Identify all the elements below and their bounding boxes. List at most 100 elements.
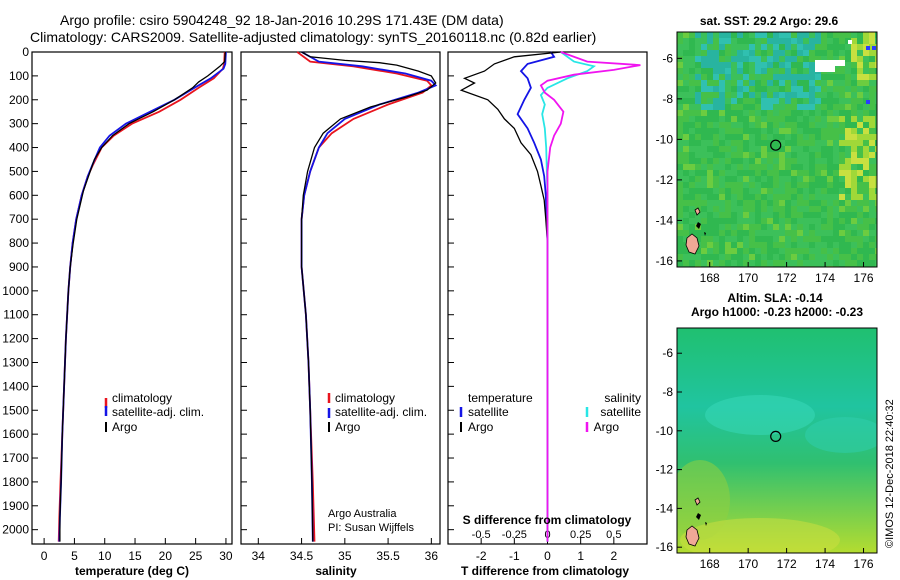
sst-cell (875, 38, 877, 44)
sst-cell (851, 218, 857, 224)
sst-cell (845, 188, 851, 194)
sst-cell (701, 104, 707, 110)
sst-cell (851, 158, 857, 164)
sst-cell (851, 200, 857, 206)
sst-cell (869, 74, 875, 80)
sst-cell (773, 224, 779, 230)
sst-cell (767, 188, 773, 194)
sst-cell (869, 218, 875, 224)
sst-cell (713, 62, 719, 68)
sst-cell (857, 110, 863, 116)
sla-island-land (685, 497, 707, 547)
sst-cell (695, 80, 701, 86)
sst-cell (767, 62, 773, 68)
sst-cell (767, 212, 773, 218)
x-tick-label: 20 (159, 549, 173, 563)
sst-cell (683, 224, 689, 230)
sst-cell (827, 212, 833, 218)
sst-cell (689, 134, 695, 140)
sst-cell (791, 230, 797, 236)
sst-cell (695, 254, 701, 260)
x-tick-label: 0 (41, 549, 48, 563)
sst-map-ticks: 168 170 172 174 176 -6 -8 -10 -12 -14 -16 (656, 51, 874, 285)
sst-cell (719, 122, 725, 128)
sst-cell (707, 176, 713, 182)
sst-cell (827, 80, 833, 86)
sst-cell (839, 170, 845, 176)
sst-cell (839, 44, 845, 50)
sst-cell (875, 164, 877, 170)
sst-blue-pixel (866, 46, 870, 50)
sst-cell (839, 68, 845, 74)
sst-cell (851, 62, 857, 68)
sst-cell (725, 218, 731, 224)
sst-cell (803, 50, 809, 56)
map-lat-tick-label: -6 (662, 346, 673, 360)
sst-cell (839, 188, 845, 194)
sst-cell (845, 56, 851, 62)
sst-cell (713, 206, 719, 212)
sst-cell (791, 32, 797, 38)
sst-cell (833, 56, 839, 62)
sst-cell (863, 170, 869, 176)
sst-cell (695, 218, 701, 224)
sst-cell (875, 116, 877, 122)
sst-cell (779, 110, 785, 116)
sst-cell (689, 32, 695, 38)
sst-cell (743, 140, 749, 146)
sst-cell (821, 218, 827, 224)
sst-cell (791, 224, 797, 230)
sst-cell (845, 200, 851, 206)
sst-cell (737, 164, 743, 170)
sst-cell (809, 182, 815, 188)
sst-cell (833, 50, 839, 56)
x-tick-label: 10 (98, 549, 112, 563)
sst-cell (839, 140, 845, 146)
sst-cell (809, 104, 815, 110)
sst-cell (731, 44, 737, 50)
sst-cell (701, 80, 707, 86)
depth-tick-label: 900 (9, 260, 29, 274)
sst-cell (785, 254, 791, 260)
sst-cell (749, 128, 755, 134)
sst-cell (689, 158, 695, 164)
sst-cell (827, 128, 833, 134)
sst-cell (707, 236, 713, 242)
sst-cell (749, 254, 755, 260)
sst-cell (713, 68, 719, 74)
sst-cell (689, 116, 695, 122)
sst-cell (839, 164, 845, 170)
sst-cell (761, 110, 767, 116)
sst-cell (875, 56, 877, 62)
sst-cell (701, 182, 707, 188)
sst-cell (803, 242, 809, 248)
sst-cell (869, 92, 875, 98)
sst-cell (809, 224, 815, 230)
sst-cell (857, 242, 863, 248)
sst-cell (785, 74, 791, 80)
sst-cell (719, 176, 725, 182)
sst-cell (797, 224, 803, 230)
credit-line1: Argo Australia (328, 508, 397, 520)
sst-cell (767, 110, 773, 116)
sst-cell (755, 56, 761, 62)
sst-cell (725, 206, 731, 212)
sst-cell (875, 80, 877, 86)
sst-cell (839, 176, 845, 182)
sst-cell (767, 134, 773, 140)
dif-legend-sargo-label: Argo (594, 420, 620, 434)
sst-cell (809, 98, 815, 104)
sst-cell (779, 146, 785, 152)
sst-cell (827, 218, 833, 224)
sst-cell (809, 194, 815, 200)
sst-cell (725, 32, 731, 38)
sst-cell (785, 182, 791, 188)
sst-cell (827, 188, 833, 194)
sst-cell (803, 110, 809, 116)
sst-cell (839, 182, 845, 188)
sst-cell (827, 56, 833, 62)
sst-cell (839, 242, 845, 248)
sst-cell (677, 122, 683, 128)
sst-cell (743, 254, 749, 260)
sst-cell (869, 170, 875, 176)
